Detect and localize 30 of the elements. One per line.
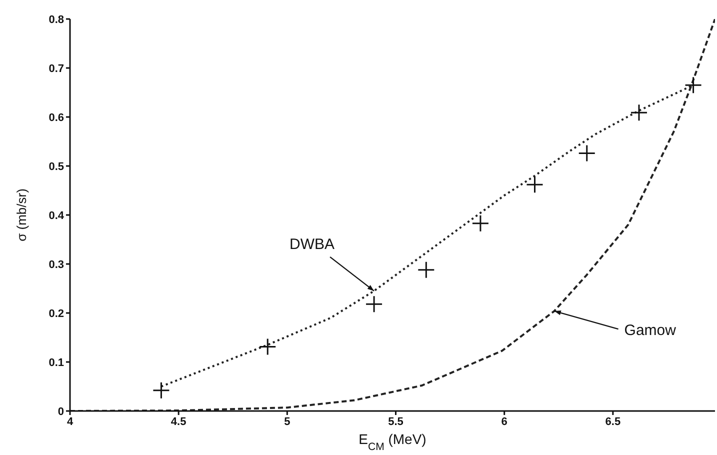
y-tick-label: 0.4: [48, 210, 65, 222]
x-tick-label: 5: [284, 416, 290, 428]
y-axis-title: σ (mb/sr): [14, 188, 29, 242]
line-series: [160, 85, 692, 388]
x-tick-label: 5.5: [388, 416, 404, 428]
x-tick-label: 6: [501, 416, 508, 428]
point: [578, 144, 596, 162]
annotation: Gamow: [624, 322, 676, 340]
y-tick-label: 0.6: [48, 112, 64, 124]
y-tick-label: 0.3: [48, 258, 64, 271]
y-tick-label: 0.2: [48, 308, 64, 320]
line-series: [70, 19, 715, 411]
point: [258, 338, 276, 356]
point: [152, 382, 170, 400]
y-tick-label: 0.7: [48, 62, 64, 75]
annotation: DWBA: [290, 236, 335, 253]
point: [630, 104, 648, 122]
point: [365, 295, 383, 313]
y-tick-label: 0.1: [48, 356, 64, 369]
x-tick-label: 6.5: [605, 416, 621, 428]
point: [417, 261, 435, 279]
x-tick-label: 4.5: [170, 416, 186, 428]
point: [684, 76, 702, 94]
x-tick-label: 4: [66, 416, 74, 428]
point: [526, 176, 544, 194]
y-tick-label: 0: [58, 406, 64, 418]
point: [472, 214, 490, 232]
x-axis-title: E$_{CM}$ (MeV): [358, 431, 426, 453]
y-tick-label: 0.8: [48, 14, 64, 26]
y-tick-label: 0.5: [48, 160, 64, 173]
